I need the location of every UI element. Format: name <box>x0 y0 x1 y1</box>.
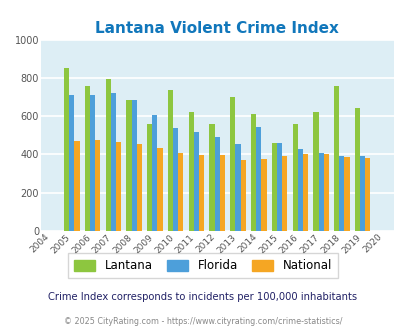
Bar <box>313 112 318 231</box>
Bar <box>131 100 136 231</box>
Legend: Lantana, Florida, National: Lantana, Florida, National <box>68 253 337 278</box>
Bar <box>69 95 74 231</box>
Bar <box>188 112 193 231</box>
Bar <box>193 132 198 231</box>
Bar <box>281 155 287 231</box>
Bar <box>271 143 276 231</box>
Bar <box>126 100 131 231</box>
Bar <box>136 144 141 231</box>
Bar <box>116 142 121 231</box>
Bar <box>105 79 111 231</box>
Bar <box>318 153 323 231</box>
Bar <box>198 155 204 231</box>
Bar <box>302 154 307 231</box>
Title: Lantana Violent Crime Index: Lantana Violent Crime Index <box>95 21 338 36</box>
Bar <box>209 124 214 231</box>
Bar <box>64 68 69 231</box>
Bar <box>323 154 328 231</box>
Bar <box>297 149 302 231</box>
Bar <box>85 85 90 231</box>
Bar <box>178 153 183 231</box>
Bar <box>339 156 343 231</box>
Bar <box>173 128 178 231</box>
Bar <box>261 159 266 231</box>
Bar <box>74 142 79 231</box>
Bar <box>214 137 219 231</box>
Bar <box>343 157 349 231</box>
Bar <box>364 158 369 231</box>
Bar <box>276 143 281 231</box>
Bar <box>256 127 261 231</box>
Text: © 2025 CityRating.com - https://www.cityrating.com/crime-statistics/: © 2025 CityRating.com - https://www.city… <box>64 317 341 326</box>
Bar <box>147 124 152 231</box>
Text: Crime Index corresponds to incidents per 100,000 inhabitants: Crime Index corresponds to incidents per… <box>48 292 357 302</box>
Bar <box>95 140 100 231</box>
Bar <box>157 148 162 231</box>
Bar <box>354 108 359 231</box>
Bar <box>292 124 297 231</box>
Bar <box>235 144 240 231</box>
Bar <box>240 160 245 231</box>
Bar <box>167 90 173 231</box>
Bar <box>359 156 364 231</box>
Bar <box>230 97 235 231</box>
Bar <box>111 93 116 231</box>
Bar <box>152 115 157 231</box>
Bar <box>219 155 224 231</box>
Bar <box>90 95 95 231</box>
Bar <box>333 85 339 231</box>
Bar <box>250 114 256 231</box>
